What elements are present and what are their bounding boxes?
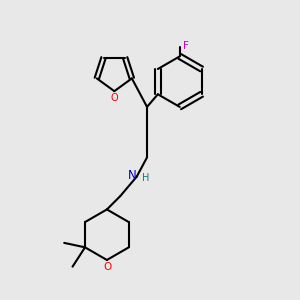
Text: F: F — [183, 41, 189, 51]
Text: O: O — [103, 262, 112, 272]
Text: O: O — [110, 93, 118, 103]
Text: H: H — [142, 173, 150, 183]
Text: N: N — [128, 169, 136, 182]
